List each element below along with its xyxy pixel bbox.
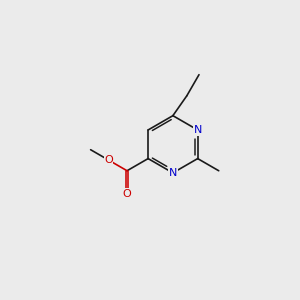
Text: N: N	[169, 168, 177, 178]
Text: O: O	[104, 155, 113, 165]
Text: N: N	[194, 125, 202, 135]
Text: O: O	[123, 189, 131, 199]
